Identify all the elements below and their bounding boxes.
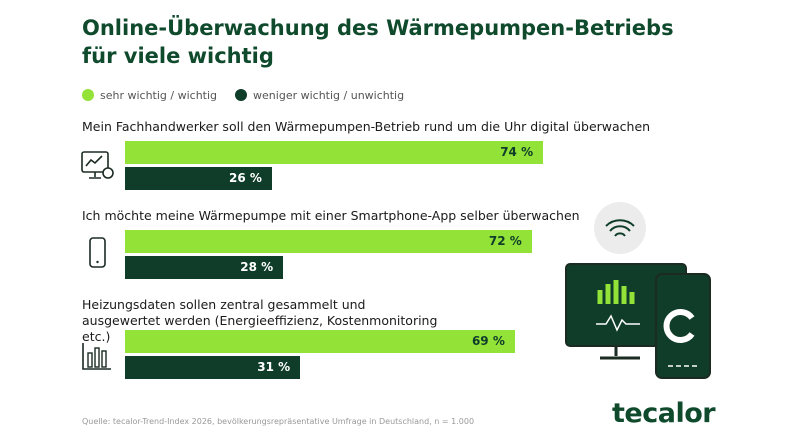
legend: sehr wichtig / wichtig weniger wichtig /… xyxy=(82,89,404,102)
wifi-icon xyxy=(605,219,635,237)
data-label: 74 % xyxy=(500,145,534,159)
bar-important-1: 74 % xyxy=(125,141,544,164)
bar-chart-icon xyxy=(82,343,111,370)
legend-swatch xyxy=(235,89,248,101)
device-illustration xyxy=(565,202,711,379)
data-label: 26 % xyxy=(228,171,262,185)
legend-item-important: sehr wichtig / wichtig xyxy=(82,89,217,102)
monitor-chart-icon xyxy=(81,151,114,179)
bar-unimportant-2: 28 % xyxy=(125,256,284,279)
tecalor-logo: tecalor xyxy=(612,398,716,429)
wifi-badge xyxy=(594,202,646,254)
question-3: Heizungsdaten sollen zentral gesammelt u… xyxy=(82,297,438,344)
question-1: Mein Fachhandwerker soll den Wärmepumpen… xyxy=(82,119,651,134)
bar-unimportant-3: 31 % xyxy=(125,356,301,379)
legend-label: weniger wichtig / unwichtig xyxy=(253,89,405,102)
phone-illustration xyxy=(655,273,711,379)
bar-important-2: 72 % xyxy=(125,230,532,253)
question-2: Ich möchte meine Wärmepumpe mit einer Sm… xyxy=(82,208,580,223)
bar-unimportant-1: 26 % xyxy=(125,167,272,190)
data-label: 69 % xyxy=(471,334,505,348)
smartphone-icon xyxy=(89,237,106,268)
legend-item-unimportant: weniger wichtig / unwichtig xyxy=(235,89,404,102)
bar-important-3: 69 % xyxy=(125,330,515,353)
data-label: 72 % xyxy=(488,234,522,248)
legend-swatch xyxy=(82,89,94,101)
data-label: 31 % xyxy=(257,360,291,374)
source-note: Quelle: tecalor-Trend-Index 2026, bevölk… xyxy=(82,417,475,426)
page-title: Online-Überwachung des Wärmepumpen-Betri… xyxy=(82,16,674,68)
data-label: 28 % xyxy=(240,260,274,274)
legend-label: sehr wichtig / wichtig xyxy=(100,89,218,102)
